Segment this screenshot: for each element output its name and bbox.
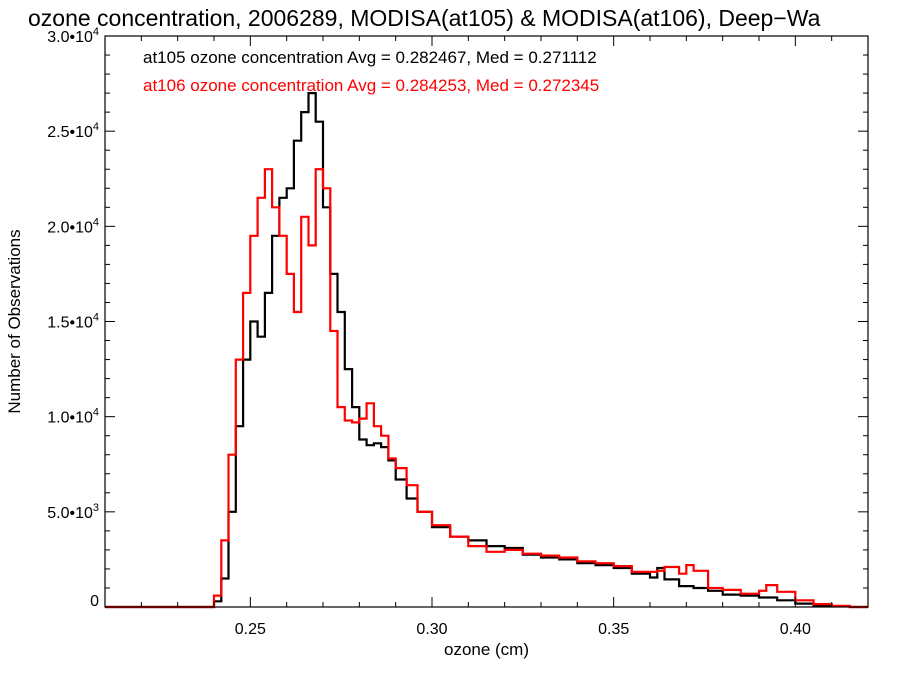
y-tick-label: 1.0•104 (47, 407, 99, 427)
y-tick-label: 3.0•104 (47, 26, 99, 46)
x-tick-label: 0.35 (598, 621, 629, 638)
axis-layer: 0.25 0.30 0.35 0.40 0 5.0•103 1.0•104 1.5•104 2.… (47, 26, 869, 638)
y-tick-label: 2.5•104 (47, 121, 99, 141)
legend-entry: at106 ozone concentration Avg = 0.284253… (143, 76, 599, 95)
legend: at105 ozone concentration Avg = 0.282467… (143, 48, 599, 95)
x-axis-label: ozone (cm) (444, 640, 529, 659)
x-tick-label: 0.25 (235, 621, 266, 638)
legend-entry: at105 ozone concentration Avg = 0.282467… (143, 48, 597, 67)
y-axis-label: Number of Observations (5, 229, 24, 413)
series-line-at106 (105, 168, 868, 609)
x-tick-label: 0.30 (416, 621, 447, 638)
y-tick-label: 0 (90, 593, 99, 610)
y-tick-label: 2.0•104 (47, 216, 99, 236)
plot-layer (105, 92, 868, 609)
x-tick-label: 0.40 (780, 621, 811, 638)
y-tick-label: 5.0•103 (47, 502, 99, 522)
series-line-at105 (105, 92, 868, 609)
chart-title: ozone concentration, 2006289, MODISA(at1… (28, 5, 821, 31)
y-tick-label: 1.5•104 (47, 312, 99, 332)
